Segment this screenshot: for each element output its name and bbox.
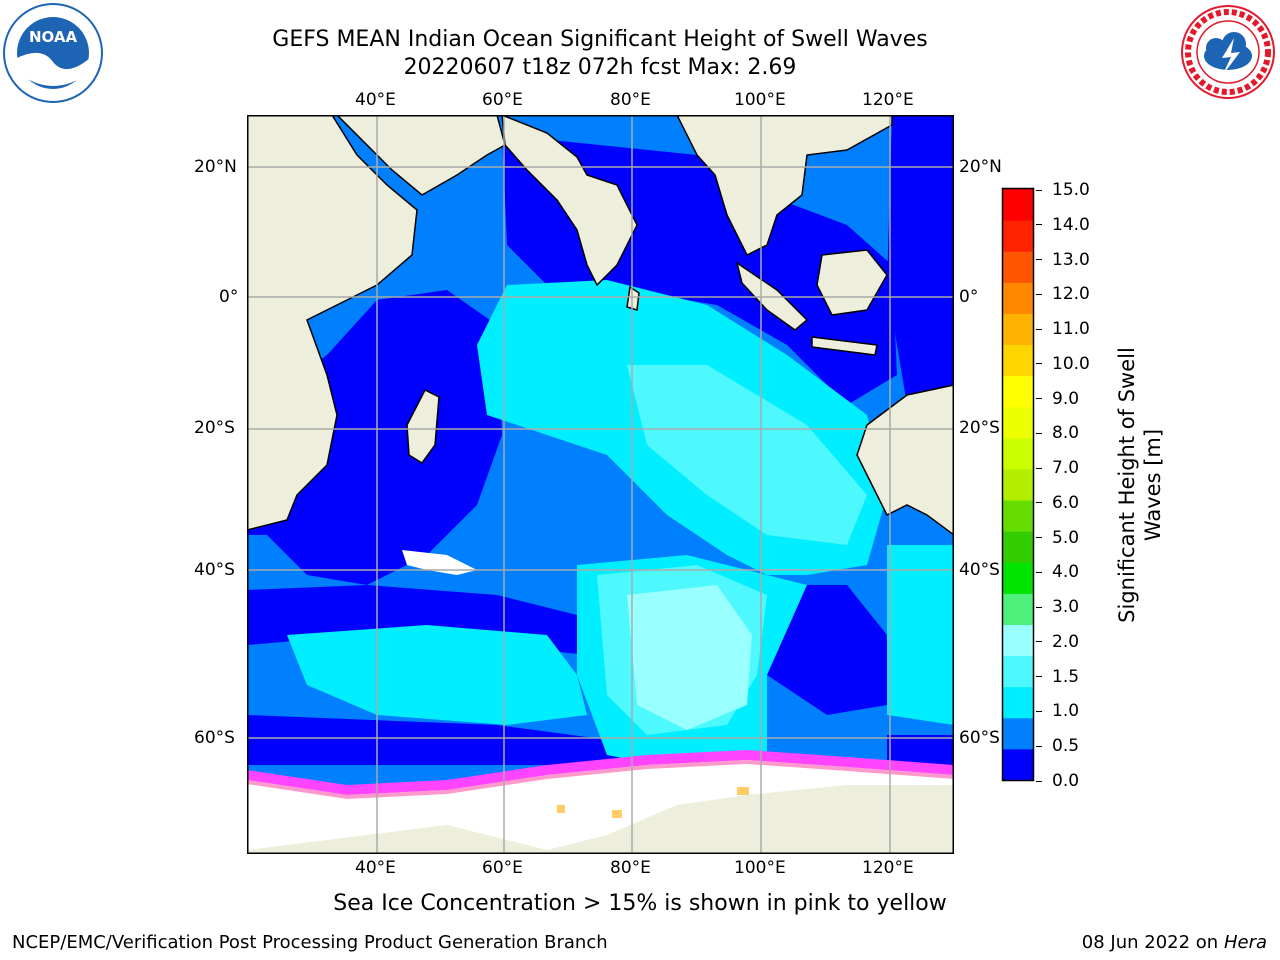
colorbar-segment	[1003, 344, 1033, 377]
lat-label-left: 20°N	[194, 157, 237, 177]
lat-label-left: 0°	[219, 287, 239, 307]
lon-label-bottom: 80°E	[610, 858, 651, 878]
lat-label-right: 40°S	[959, 560, 1000, 580]
sea-ice-caption: Sea Ice Concentration > 15% is shown in …	[333, 891, 947, 916]
colorbar-tick-label: 10.0	[1036, 354, 1090, 374]
lon-label-bottom: 60°E	[482, 858, 523, 878]
colorbar-tick-label: 0.0	[1036, 771, 1079, 791]
colorbar-tick-label: 1.5	[1036, 667, 1079, 687]
colorbar-tick-label: 13.0	[1036, 250, 1090, 270]
colorbar-tick-label: 14.0	[1036, 215, 1090, 235]
colorbar-segment	[1003, 220, 1033, 252]
colorbar-segment	[1003, 468, 1033, 501]
lat-label-left: 60°S	[194, 728, 235, 748]
colorbar-segment	[1003, 593, 1033, 625]
chart-subtitle: 20220607 t18z 072h fcst Max: 2.69	[403, 55, 797, 80]
footer-date: 08 Jun 2022 on	[1081, 932, 1219, 953]
lon-label-top: 120°E	[862, 90, 914, 110]
lon-label-top: 60°E	[482, 90, 523, 110]
colorbar-tick-label: 9.0	[1036, 389, 1079, 409]
colorbar-tick-label: 4.0	[1036, 562, 1079, 582]
colorbar-tick-label: 7.0	[1036, 458, 1079, 478]
colorbar-tick-label: 5.0	[1036, 528, 1079, 548]
colorbar-segment	[1003, 717, 1033, 750]
colorbar-segment	[1003, 748, 1033, 781]
colorbar	[1001, 187, 1035, 782]
lat-label-right: 20°S	[959, 418, 1000, 438]
colorbar-segment	[1003, 562, 1033, 594]
footer-left: NCEP/EMC/Verification Post Processing Pr…	[12, 932, 608, 953]
colorbar-segment	[1003, 375, 1033, 408]
colorbar-segment	[1003, 500, 1033, 532]
lat-label-right: 20°N	[959, 157, 1002, 177]
colorbar-tick-label: 12.0	[1036, 284, 1090, 304]
lon-label-bottom: 40°E	[355, 858, 396, 878]
lat-label-right: 0°	[959, 287, 979, 307]
colorbar-segment	[1003, 686, 1033, 719]
colorbar-segment	[1003, 655, 1033, 688]
colorbar-tick-label: 11.0	[1036, 319, 1090, 339]
nws-logo	[1178, 2, 1278, 102]
colorbar-tick-label: 1.0	[1036, 701, 1079, 721]
noaa-logo: NOAA	[2, 2, 104, 104]
colorbar-segment	[1003, 531, 1033, 563]
noaa-logo-text: NOAA	[29, 28, 78, 46]
colorbar-tick-label: 8.0	[1036, 423, 1079, 443]
colorbar-tick-label: 6.0	[1036, 493, 1079, 513]
chart-title: GEFS MEAN Indian Ocean Significant Heigh…	[272, 27, 928, 52]
colorbar-segment	[1003, 251, 1033, 283]
lon-label-top: 80°E	[610, 90, 651, 110]
lat-label-left: 40°S	[194, 560, 235, 580]
lat-label-right: 60°S	[959, 728, 1000, 748]
colorbar-tick-label: 2.0	[1036, 632, 1079, 652]
lat-label-left: 20°S	[194, 418, 235, 438]
colorbar-segment	[1003, 624, 1033, 657]
footer-right: 08 Jun 2022 on Hera	[1082, 932, 1267, 953]
wave-height-map	[247, 115, 954, 854]
footer-host: Hera	[1223, 932, 1267, 953]
colorbar-segment	[1003, 313, 1033, 346]
colorbar-segment	[1003, 282, 1033, 314]
colorbar-tick-label: 3.0	[1036, 597, 1079, 617]
lon-label-bottom: 120°E	[862, 858, 914, 878]
lon-label-bottom: 100°E	[734, 858, 786, 878]
lon-label-top: 100°E	[734, 90, 786, 110]
lon-label-top: 40°E	[355, 90, 396, 110]
colorbar-segment	[1003, 406, 1033, 439]
colorbar-ticks: 15.0 14.0 13.0 12.0 11.0 10.0 9.0 8.0 7.0 6.0 5.0 4…	[1036, 180, 1096, 791]
colorbar-segment	[1003, 437, 1033, 470]
colorbar-segment	[1003, 189, 1033, 221]
colorbar-tick-label: 15.0	[1036, 180, 1090, 200]
colorbar-tick-label: 0.5	[1036, 736, 1079, 756]
